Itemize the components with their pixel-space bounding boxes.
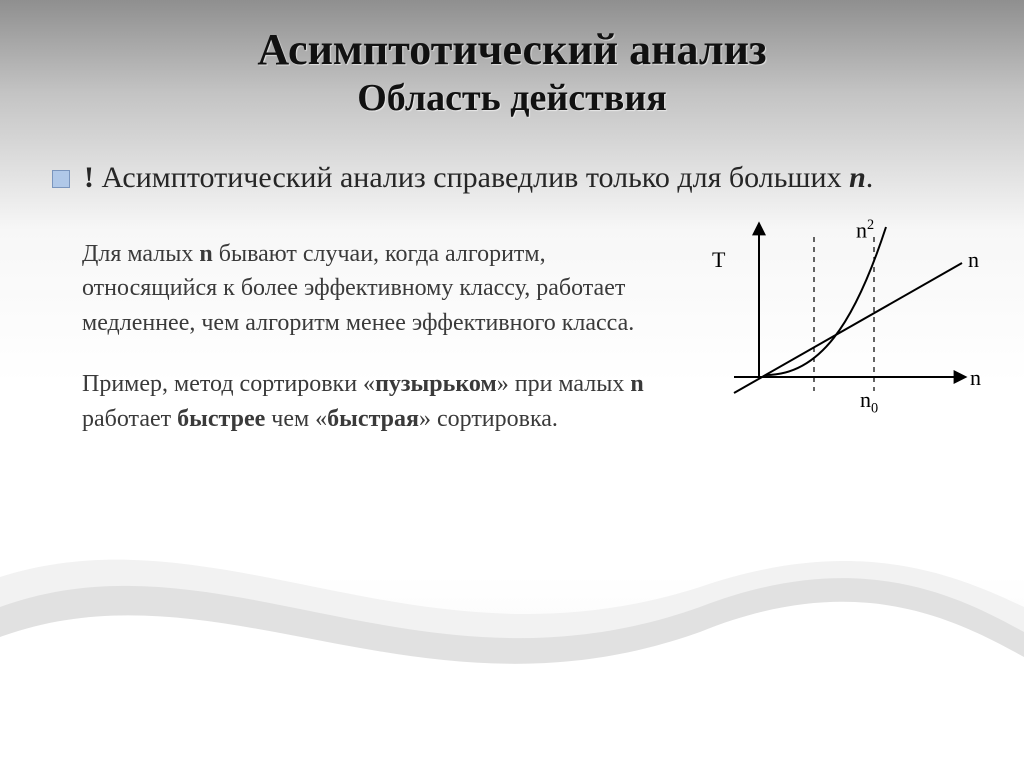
slide-title-block: Асимптотический анализ Область действия (0, 26, 1024, 120)
bullet-text: ! Асимптотический анализ справедлив толь… (84, 158, 873, 199)
bullet-item: ! Асимптотический анализ справедлив толь… (52, 158, 972, 199)
slide: Асимптотический анализ Область действия … (0, 0, 1024, 767)
n0-base: n (860, 387, 871, 412)
p2-t3: работает (82, 406, 177, 432)
chart-label-x-axis: n (970, 365, 981, 391)
paragraph-1: Для малых n бывают случаи, когда алгорит… (82, 237, 682, 341)
slide-title-sub: Область действия (0, 78, 1024, 120)
bullet-trailing: . (866, 161, 874, 194)
p2-bubble: пузырьком (375, 371, 497, 397)
chart-column: T n2 n n n0 (694, 237, 972, 463)
n0-sub: 0 (871, 400, 878, 416)
background-swoosh (0, 467, 1024, 767)
n2-sup: 2 (867, 217, 874, 233)
p2-t5: » сортировка. (419, 406, 558, 432)
paragraph-column: Для малых n бывают случаи, когда алгорит… (52, 237, 682, 463)
content-row: Для малых n бывают случаи, когда алгорит… (52, 237, 972, 463)
chart-svg (704, 215, 1004, 435)
p1-pre: Для малых (82, 241, 199, 267)
bullet-square-icon (52, 170, 70, 188)
chart-label-y-axis: T (712, 247, 725, 273)
p2-n: n (630, 371, 643, 397)
p2-t2: » при малых (497, 371, 631, 397)
bullet-n-var: n (849, 161, 866, 194)
p2-t4: чем « (265, 406, 327, 432)
chart-label-n-line: n (968, 247, 979, 273)
p2-fast: быстрее (177, 406, 265, 432)
slide-body: ! Асимптотический анализ справедлив толь… (52, 158, 972, 462)
p2-quick: быстрая (327, 406, 419, 432)
p1-n: n (199, 241, 212, 267)
p2-t1: Пример, метод сортировки « (82, 371, 375, 397)
slide-title-main: Асимптотический анализ (0, 26, 1024, 74)
exclaim-mark: ! (84, 161, 94, 194)
complexity-chart: T n2 n n n0 (704, 215, 1004, 435)
bullet-text-before: Асимптотический анализ справедлив только… (94, 161, 849, 194)
n2-base: n (856, 217, 867, 242)
chart-label-n0: n0 (860, 387, 878, 417)
chart-label-n-squared: n2 (856, 217, 874, 243)
paragraph-2: Пример, метод сортировки «пузырьком» при… (82, 367, 682, 437)
